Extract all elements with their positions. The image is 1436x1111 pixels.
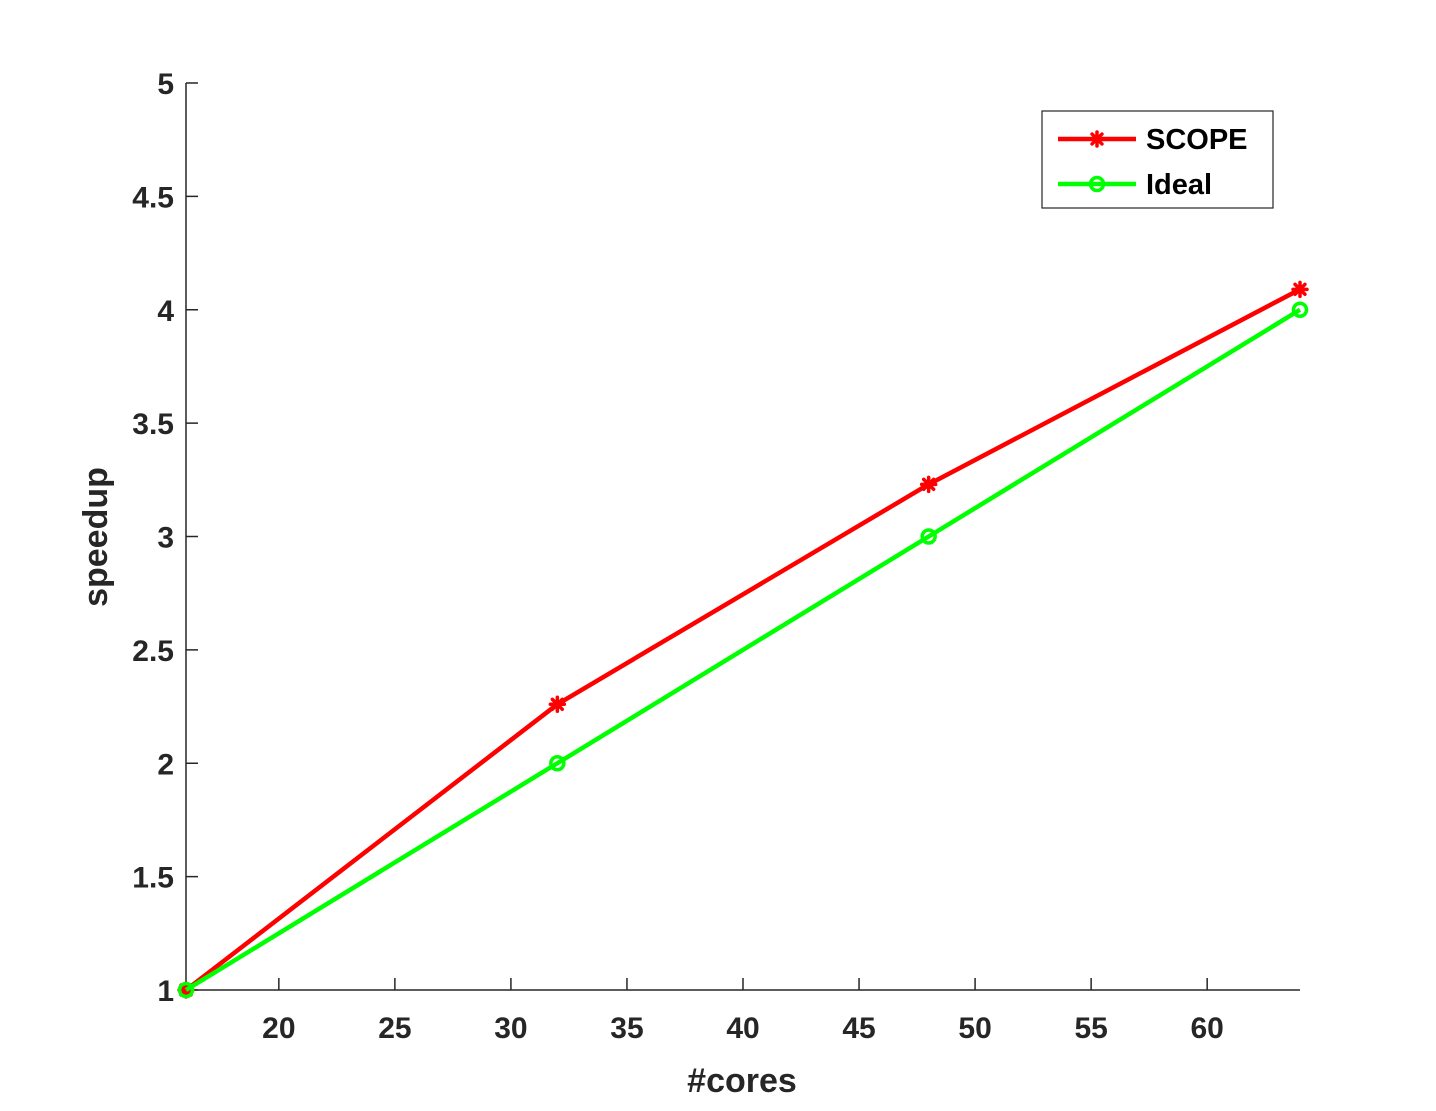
data-point — [548, 695, 567, 714]
y-tick-label: 1 — [157, 975, 174, 1008]
x-tick-label: 35 — [610, 1012, 643, 1045]
series-layer — [177, 280, 1309, 999]
x-tick-label: 25 — [378, 1012, 411, 1045]
legend-item-ideal: Ideal — [1058, 169, 1212, 201]
legend-marker — [1088, 175, 1106, 193]
y-tick-label: 2 — [157, 748, 174, 781]
series-ideal — [177, 301, 1309, 999]
legend-label: Ideal — [1146, 169, 1212, 201]
data-point — [549, 755, 566, 772]
data-point — [177, 981, 195, 999]
x-tick-label: 40 — [726, 1012, 759, 1045]
y-tick-label: 2.5 — [132, 635, 174, 668]
x-tick-label: 55 — [1074, 1012, 1107, 1045]
data-point — [919, 475, 938, 494]
y-tick-label: 4 — [157, 295, 174, 328]
y-tick-label: 1.5 — [132, 862, 174, 895]
x-tick-label: 50 — [958, 1012, 991, 1045]
y-tick-label: 5 — [157, 68, 174, 101]
y-axis-label: speedup — [77, 467, 115, 607]
series-scope — [177, 280, 1309, 999]
x-tick-label: 60 — [1190, 1012, 1223, 1045]
data-point — [920, 528, 937, 545]
series-line — [184, 307, 1302, 992]
axes: 20 25 30 35 40 45 50 55 60 1 1.5 2 2.5 3 3.5 4 4.5 5 — [132, 68, 1300, 1045]
y-tick-label: 4.5 — [132, 181, 174, 214]
legend-label: SCOPE — [1146, 124, 1248, 156]
y-tick-label: 3.5 — [132, 408, 174, 441]
data-point — [1291, 301, 1309, 318]
data-point — [1291, 280, 1309, 299]
x-tick-label: 20 — [262, 1012, 295, 1045]
legend-marker — [1088, 130, 1106, 148]
x-tick-label: 30 — [494, 1012, 527, 1045]
series-line — [184, 287, 1302, 992]
y-tick-label: 3 — [157, 522, 174, 555]
legend-box — [1041, 110, 1274, 209]
x-axis-label: #cores — [687, 1062, 797, 1100]
x-tick-label: 45 — [842, 1012, 875, 1045]
legend-item-scope: SCOPE — [1058, 124, 1248, 156]
legend: SCOPE Ideal — [1041, 110, 1274, 209]
